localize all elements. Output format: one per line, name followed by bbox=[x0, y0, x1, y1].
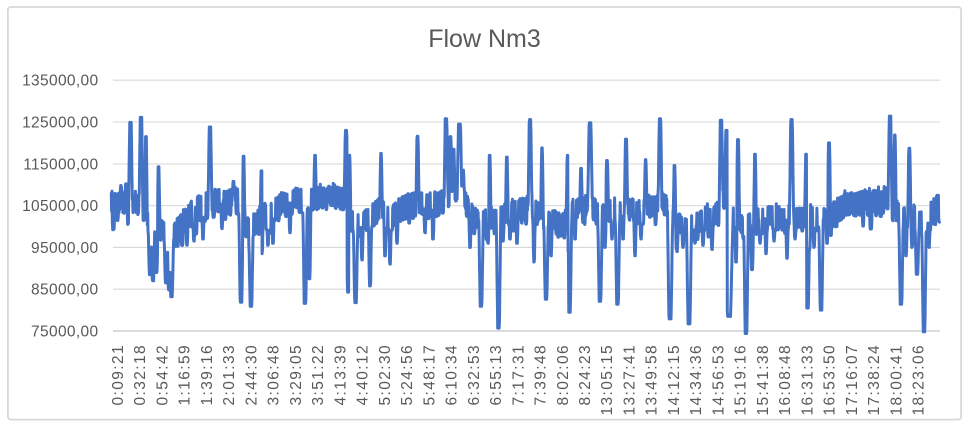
svg-text:5:48:17: 5:48:17 bbox=[421, 344, 438, 406]
svg-text:8:24:23: 8:24:23 bbox=[577, 344, 594, 406]
svg-text:95000,00: 95000,00 bbox=[31, 240, 98, 257]
svg-text:3:06:48: 3:06:48 bbox=[266, 344, 283, 406]
svg-text:13:27:41: 13:27:41 bbox=[622, 344, 639, 416]
svg-text:13:05:15: 13:05:15 bbox=[599, 344, 616, 416]
svg-text:6:10:34: 6:10:34 bbox=[444, 344, 461, 406]
svg-text:115000,00: 115000,00 bbox=[23, 156, 98, 173]
svg-text:13:49:58: 13:49:58 bbox=[644, 344, 661, 416]
svg-text:4:40:12: 4:40:12 bbox=[355, 344, 372, 406]
svg-text:0:32:18: 0:32:18 bbox=[132, 344, 149, 406]
svg-text:5:24:56: 5:24:56 bbox=[399, 344, 416, 406]
svg-text:15:19:16: 15:19:16 bbox=[733, 344, 750, 416]
svg-text:2:44:30: 2:44:30 bbox=[243, 344, 260, 406]
svg-text:7:17:31: 7:17:31 bbox=[510, 344, 527, 406]
svg-text:16:53:50: 16:53:50 bbox=[822, 344, 839, 416]
svg-text:7:39:48: 7:39:48 bbox=[533, 344, 550, 406]
svg-text:135000,00: 135000,00 bbox=[22, 73, 98, 90]
svg-text:1:16:59: 1:16:59 bbox=[177, 344, 194, 406]
svg-text:14:12:15: 14:12:15 bbox=[666, 344, 683, 416]
svg-text:16:08:48: 16:08:48 bbox=[777, 344, 794, 416]
svg-text:3:51:22: 3:51:22 bbox=[310, 344, 327, 406]
svg-text:75000,00: 75000,00 bbox=[31, 323, 98, 340]
svg-text:3:29:05: 3:29:05 bbox=[288, 344, 305, 406]
svg-text:105000,00: 105000,00 bbox=[22, 198, 98, 215]
svg-text:15:41:38: 15:41:38 bbox=[755, 344, 772, 416]
svg-text:5:02:30: 5:02:30 bbox=[377, 344, 394, 406]
svg-text:6:55:13: 6:55:13 bbox=[488, 344, 505, 406]
svg-text:0:54:42: 0:54:42 bbox=[154, 344, 171, 406]
svg-text:14:34:36: 14:34:36 bbox=[688, 344, 705, 416]
svg-text:85000,00: 85000,00 bbox=[31, 282, 98, 299]
svg-text:18:23:06: 18:23:06 bbox=[911, 344, 928, 416]
svg-text:17:38:24: 17:38:24 bbox=[866, 344, 883, 416]
svg-text:17:16:07: 17:16:07 bbox=[844, 344, 861, 416]
svg-text:18:00:41: 18:00:41 bbox=[888, 344, 905, 416]
svg-text:4:13:39: 4:13:39 bbox=[332, 344, 349, 406]
svg-text:8:02:06: 8:02:06 bbox=[555, 344, 572, 406]
svg-text:2:01:33: 2:01:33 bbox=[221, 344, 238, 406]
svg-text:1:39:16: 1:39:16 bbox=[199, 344, 216, 406]
svg-text:Flow Nm3: Flow Nm3 bbox=[428, 25, 541, 53]
svg-text:6:32:53: 6:32:53 bbox=[466, 344, 483, 406]
svg-text:16:31:33: 16:31:33 bbox=[799, 344, 816, 416]
svg-text:0:09:21: 0:09:21 bbox=[110, 344, 127, 406]
svg-text:14:56:53: 14:56:53 bbox=[711, 344, 728, 416]
svg-text:125000,00: 125000,00 bbox=[22, 114, 98, 131]
